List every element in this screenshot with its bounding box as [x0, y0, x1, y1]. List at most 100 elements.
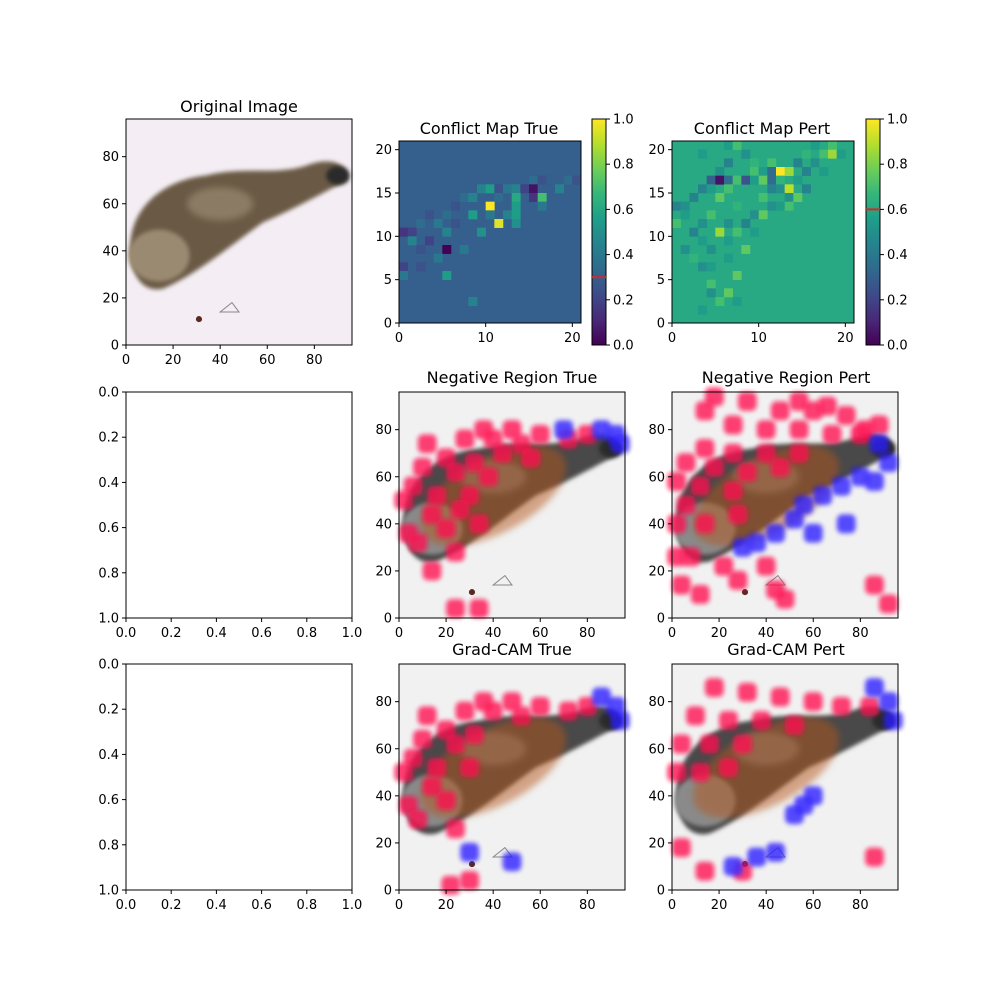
pebble: [468, 589, 476, 596]
red-region: [455, 429, 475, 449]
x-tick-label: 80: [306, 353, 323, 368]
red-region: [695, 439, 715, 458]
y-tick-label: 20: [648, 143, 665, 158]
y-tick-label: 80: [375, 423, 392, 438]
red-region: [789, 443, 809, 463]
red-region: [422, 777, 442, 796]
panel-title: Negative Region True: [427, 368, 598, 387]
heatmap-cell: [828, 141, 837, 150]
x-tick-label: 20: [711, 626, 728, 641]
x-tick-label: 0: [395, 331, 403, 346]
x-tick-label: 40: [485, 626, 502, 641]
y-tick-label: 0.8: [98, 566, 119, 581]
y-tick-label: 0.2: [98, 431, 119, 446]
axes: 0 20 40 60 80 0 20 40 60 80: [648, 391, 899, 641]
x-tick-label: 40: [758, 626, 775, 641]
y-tick-label: 0: [657, 317, 665, 332]
y-tick-label: 20: [375, 564, 392, 579]
heatmap-cell: [819, 149, 829, 159]
red-region: [860, 696, 880, 716]
cat-silhouette: [128, 161, 350, 323]
red-region: [394, 490, 414, 510]
red-region: [756, 443, 776, 463]
y-tick-label: 20: [102, 291, 119, 306]
red-region: [408, 533, 428, 553]
x-tick-label: 0: [668, 898, 676, 913]
red-region: [413, 457, 432, 477]
heatmap-cell: [802, 167, 811, 176]
red-region: [455, 701, 475, 721]
heatmap-cell: [451, 201, 460, 211]
heatmap-cell: [732, 271, 742, 280]
red-region: [869, 415, 889, 435]
heatmap-cell: [485, 201, 495, 211]
heatmap-cell: [732, 175, 742, 185]
heatmap-cell: [477, 184, 486, 194]
heat-tint: [420, 445, 567, 546]
blue-region: [869, 434, 889, 454]
heatmap-cell: [698, 219, 707, 228]
y-tick-label: 40: [375, 517, 392, 532]
blue-region: [766, 842, 785, 862]
heatmap-cell: [698, 236, 707, 246]
colorbar-tick-label: 0.8: [613, 158, 634, 173]
x-tick-label: 0: [395, 626, 403, 641]
heatmap-cell: [741, 149, 751, 159]
x-tick-label: 0.0: [116, 626, 137, 641]
heatmap-cell: [511, 219, 521, 228]
axes-frame: [671, 391, 899, 619]
y-tick-label: 40: [375, 789, 392, 804]
red-region: [403, 748, 423, 768]
red-region: [667, 472, 687, 491]
axes: 0 20 40 60 80 0 20 40 60 80: [375, 663, 626, 913]
heatmap-cell: [715, 175, 725, 185]
red-region: [530, 696, 550, 716]
y-tick-label: 0: [657, 884, 665, 899]
heatmap-cell: [416, 245, 426, 254]
x-tick-label: 60: [532, 898, 549, 913]
red-region: [752, 711, 771, 730]
heatmap-cell: [537, 175, 547, 185]
heatmap-cell: [451, 219, 460, 228]
red-region: [681, 547, 701, 567]
red-region: [756, 556, 776, 576]
y-tick-label: 80: [102, 150, 119, 165]
heatmap-cell: [433, 219, 443, 228]
colorbar-tick-label: 0.6: [887, 203, 908, 218]
panel-original-image: Original Image 0 20 40 60 80 0 20 40 60 80: [102, 97, 353, 368]
colorbar-gradient: [591, 118, 607, 346]
x-tick-label: 0.2: [161, 898, 182, 913]
heatmap-cell: [741, 245, 751, 254]
blue-region: [766, 523, 785, 543]
y-tick-label: 20: [375, 143, 392, 158]
heatmap-cell: [776, 201, 785, 211]
heatmap-cell: [732, 201, 742, 211]
red-region: [460, 871, 480, 890]
heatmap-cell: [776, 167, 785, 176]
heatmap-cell: [724, 219, 733, 228]
red-region: [770, 401, 790, 421]
heatmap-cell: [706, 245, 716, 254]
heatmap-cell: [784, 167, 794, 176]
heatmap-cell: [784, 193, 794, 202]
heatmap-cell: [407, 236, 417, 246]
heatmap-cell: [494, 184, 504, 194]
red-region: [785, 715, 804, 735]
panel-empty-row2: 0.0 0.2 0.4 0.6 0.8 1.00.00.20.40.60.81.0: [98, 386, 362, 642]
heatmap-cell: [810, 158, 820, 168]
cat-head: [128, 229, 190, 282]
pebble: [468, 861, 476, 868]
heatmap-cell: [511, 193, 521, 202]
overlay: [667, 387, 898, 614]
heatmap-cell: [689, 193, 699, 202]
colorbar-tick-label: 0.6: [613, 203, 634, 218]
x-tick-label: 10: [750, 331, 767, 346]
heatmap-cell: [732, 141, 742, 150]
heatmap-cell: [715, 167, 725, 176]
x-tick-label: 0: [122, 353, 130, 368]
heatmap-cell: [706, 175, 716, 185]
plot-area: 0 20 40 60 80 0 20 40 60 80: [102, 118, 353, 368]
heatmap-cell: [741, 219, 751, 228]
blue-region: [794, 495, 814, 515]
red-region: [695, 861, 715, 881]
